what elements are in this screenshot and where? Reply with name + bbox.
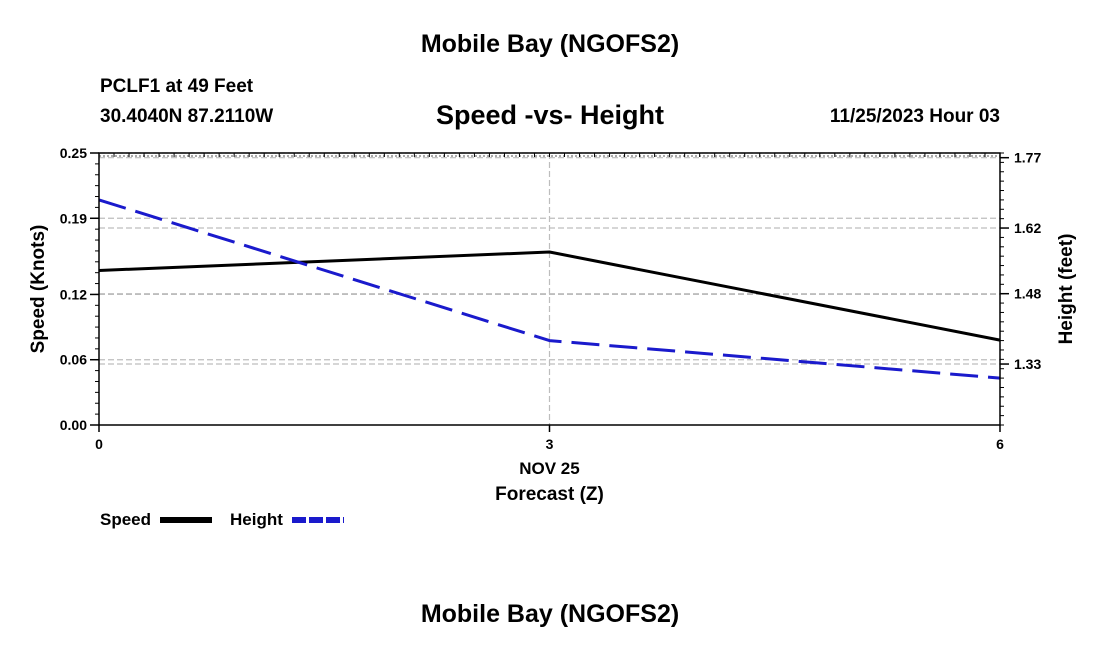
- left-tick-label: 0.06: [60, 352, 87, 368]
- x-tick-label: 3: [546, 436, 554, 452]
- series-layer: [98, 198, 1001, 380]
- right-tick-label: 1.62: [1014, 220, 1041, 236]
- forecast-timestamp: 11/25/2023 Hour 03: [829, 106, 1000, 127]
- left-tick-label: 0.12: [60, 286, 87, 302]
- y-axis-title-right: Height (feet): [1056, 234, 1077, 345]
- legend: Speed Height: [100, 510, 344, 529]
- right-tick-label: 1.48: [1014, 286, 1041, 302]
- page-title-bottom: Mobile Bay (NGOFS2): [420, 600, 680, 628]
- legend-label-height: Height: [230, 510, 283, 529]
- ticks-layer: [90, 152, 1009, 432]
- grid-layer: [99, 152, 1000, 425]
- labels-layer: 0.00 0.06 0.12 0.19 0.25 1.33 1.48 1.62 1.77 0 3 6 N…: [28, 145, 1077, 505]
- chart-title: Speed -vs- Height: [435, 100, 665, 130]
- x-tick-label: 6: [996, 436, 1004, 452]
- station-name: PCLF1 at 49 Feet: [100, 76, 254, 97]
- left-tick-label: 0.19: [60, 210, 87, 226]
- station-coordinates: 30.4040N 87.2110W: [100, 106, 274, 127]
- y-axis-title-left: Speed (Knots): [28, 225, 49, 354]
- series-line-height: [98, 198, 1001, 380]
- x-date-label: NOV 25: [519, 459, 579, 478]
- right-tick-label: 1.33: [1014, 356, 1041, 372]
- series-line-speed: [98, 250, 1001, 342]
- x-axis-title: Forecast (Z): [495, 484, 604, 505]
- right-tick-label: 1.77: [1014, 150, 1041, 166]
- left-tick-label: 0.25: [60, 145, 87, 161]
- x-tick-label: 0: [95, 436, 103, 452]
- left-tick-label: 0.00: [60, 417, 87, 433]
- legend-label-speed: Speed: [100, 510, 151, 529]
- page-title-top: Mobile Bay (NGOFS2): [420, 30, 680, 58]
